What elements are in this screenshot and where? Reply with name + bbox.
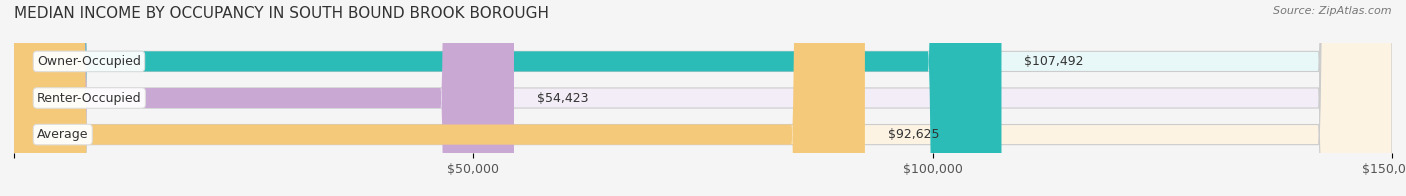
FancyBboxPatch shape xyxy=(14,0,1392,196)
FancyBboxPatch shape xyxy=(14,0,865,196)
FancyBboxPatch shape xyxy=(14,0,515,196)
Text: Owner-Occupied: Owner-Occupied xyxy=(37,55,141,68)
Text: Average: Average xyxy=(37,128,89,141)
Text: $107,492: $107,492 xyxy=(1025,55,1084,68)
FancyBboxPatch shape xyxy=(14,0,1392,196)
Text: Source: ZipAtlas.com: Source: ZipAtlas.com xyxy=(1274,6,1392,16)
FancyBboxPatch shape xyxy=(14,0,1392,196)
Text: Renter-Occupied: Renter-Occupied xyxy=(37,92,142,104)
Text: $92,625: $92,625 xyxy=(887,128,939,141)
Text: MEDIAN INCOME BY OCCUPANCY IN SOUTH BOUND BROOK BOROUGH: MEDIAN INCOME BY OCCUPANCY IN SOUTH BOUN… xyxy=(14,6,550,21)
FancyBboxPatch shape xyxy=(14,0,1001,196)
Text: $54,423: $54,423 xyxy=(537,92,589,104)
